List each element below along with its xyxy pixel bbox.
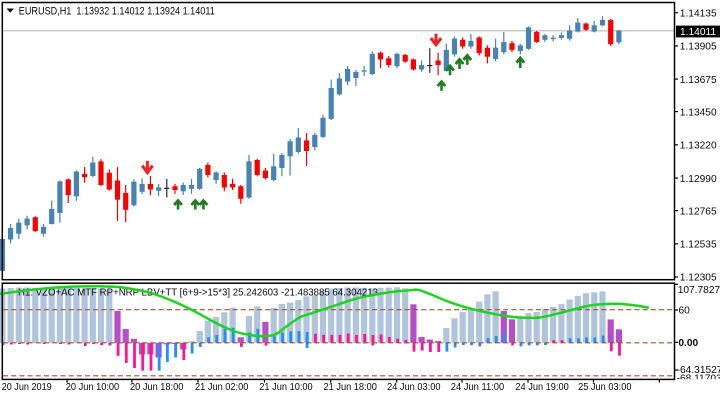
svg-text:20 Jun 18:00: 20 Jun 18:00 xyxy=(130,382,184,393)
svg-text:EURUSD,H1 1.13932 1.14012 1.1: EURUSD,H1 1.13932 1.14012 1.13924 1.1401… xyxy=(19,5,215,17)
svg-text:H1: VZO+AC MTF RP+NRP LBV+TT [: H1: VZO+AC MTF RP+NRP LBV+TT [6+9->15*3]… xyxy=(18,287,378,298)
svg-text:107.78271: 107.78271 xyxy=(678,285,720,296)
svg-text:24 Jun 03:00: 24 Jun 03:00 xyxy=(387,382,441,393)
svg-text:20 Jun 2019: 20 Jun 2019 xyxy=(2,382,52,393)
svg-text:1.13675: 1.13675 xyxy=(680,75,717,86)
svg-text:24 Jun 19:00: 24 Jun 19:00 xyxy=(515,382,569,393)
svg-text:21 Jun 02:00: 21 Jun 02:00 xyxy=(195,382,249,393)
svg-text:60: 60 xyxy=(679,306,691,317)
svg-text:1.13905: 1.13905 xyxy=(680,42,717,53)
svg-text:21 Jun 18:00: 21 Jun 18:00 xyxy=(324,382,378,393)
svg-text:1.14011: 1.14011 xyxy=(680,27,716,38)
svg-text:25 Jun 03:00: 25 Jun 03:00 xyxy=(578,382,632,393)
svg-text:0.00: 0.00 xyxy=(678,338,698,349)
svg-text:1.12305: 1.12305 xyxy=(680,273,717,284)
svg-text:1.13220: 1.13220 xyxy=(680,141,717,152)
svg-text:1.14135: 1.14135 xyxy=(680,8,717,19)
svg-text:-64.31527: -64.31527 xyxy=(677,365,720,376)
svg-text:24 Jun 11:00: 24 Jun 11:00 xyxy=(451,382,505,393)
svg-text:1.13450: 1.13450 xyxy=(680,107,717,118)
svg-text:1.12990: 1.12990 xyxy=(680,174,717,185)
svg-text:-68.11703: -68.11703 xyxy=(677,374,720,385)
svg-text:21 Jun 10:00: 21 Jun 10:00 xyxy=(259,382,313,393)
svg-text:1.12765: 1.12765 xyxy=(680,206,717,217)
svg-text:1.12535: 1.12535 xyxy=(680,240,717,251)
svg-text:20 Jun 10:00: 20 Jun 10:00 xyxy=(66,382,120,393)
